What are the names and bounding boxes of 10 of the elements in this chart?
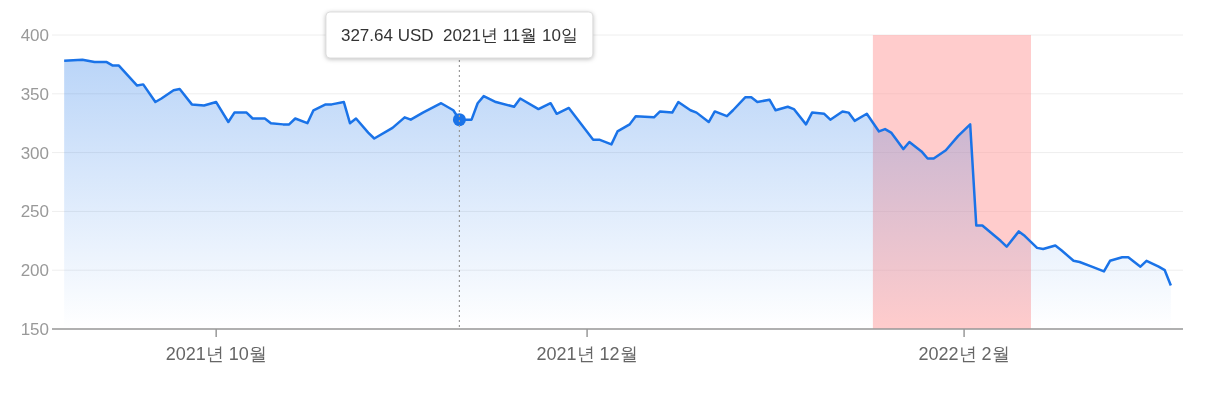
y-tick-label: 350 — [20, 84, 49, 104]
y-tick-label: 250 — [20, 202, 49, 222]
x-tick-label: 2022년 2월 — [918, 344, 1010, 364]
x-tick-label: 2021년 12월 — [536, 344, 638, 364]
y-tick-label: 300 — [20, 143, 49, 163]
y-tick-label: 400 — [20, 26, 49, 45]
y-tick-label: 150 — [20, 320, 49, 339]
x-tick-label: 2021년 10월 — [165, 344, 267, 364]
y-tick-label: 200 — [20, 261, 49, 281]
annotation: 327.64 USD 2021년 11월 10일 — [340, 26, 578, 45]
